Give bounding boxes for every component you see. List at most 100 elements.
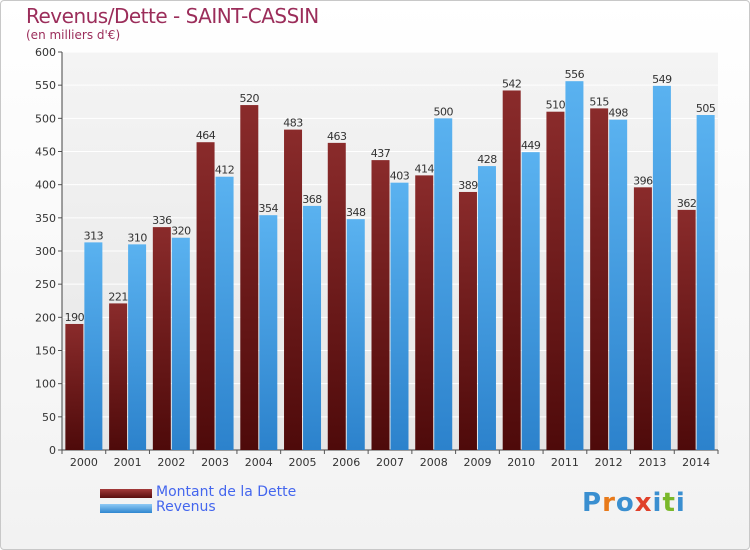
bar-revenus [521, 152, 540, 450]
bar-revenus [128, 244, 147, 450]
bar-dette [284, 129, 303, 451]
x-tick-label: 2013 [638, 456, 666, 469]
bar-dette [546, 111, 565, 450]
y-tick-label: 550 [35, 79, 56, 92]
bar-revenus [434, 118, 453, 450]
bar-dette [415, 175, 434, 450]
bar-dette [458, 191, 477, 451]
bar-dette [590, 108, 609, 450]
bar-dette [371, 160, 390, 450]
data-label-revenus: 556 [565, 68, 585, 81]
legend-swatch-dette [100, 489, 152, 498]
data-label-revenus: 310 [127, 231, 147, 244]
data-label-dette: 190 [65, 311, 85, 324]
data-label-revenus: 449 [521, 139, 541, 152]
bar-revenus [609, 119, 628, 450]
data-label-dette: 414 [414, 162, 434, 175]
x-tick-label: 2014 [682, 456, 710, 469]
bar-dette [196, 142, 215, 451]
data-label-dette: 515 [589, 95, 609, 108]
legend-label-revenus: Revenus [156, 499, 216, 515]
y-tick-label: 250 [35, 278, 56, 291]
data-label-revenus: 354 [259, 202, 279, 215]
data-label-dette: 221 [108, 290, 128, 303]
x-tick-label: 2011 [551, 456, 579, 469]
logo-letter: i [675, 488, 686, 518]
data-label-revenus: 505 [696, 102, 716, 115]
data-label-dette: 463 [327, 130, 347, 143]
bar-revenus [652, 85, 671, 450]
data-label-dette: 542 [502, 77, 522, 90]
data-label-revenus: 412 [215, 164, 235, 177]
y-tick-label: 150 [35, 345, 56, 358]
chart-subtitle: (en milliers d'€) [26, 28, 121, 42]
data-label-dette: 437 [371, 147, 391, 160]
x-tick-label: 2010 [507, 456, 535, 469]
data-label-revenus: 498 [608, 107, 628, 120]
y-tick-label: 300 [35, 245, 56, 258]
y-tick-label: 450 [35, 146, 56, 159]
data-label-dette: 396 [633, 174, 653, 187]
data-label-dette: 510 [546, 99, 566, 112]
x-tick-label: 2007 [376, 456, 404, 469]
bar-revenus [171, 237, 190, 450]
y-tick-label: 100 [35, 378, 56, 391]
y-tick-label: 400 [35, 179, 56, 192]
bar-revenus [215, 176, 234, 450]
x-tick-label: 2008 [420, 456, 448, 469]
y-tick-label: 50 [42, 411, 56, 424]
bar-revenus [346, 219, 365, 450]
y-tick-label: 600 [35, 46, 56, 59]
x-tick-label: 2005 [289, 456, 317, 469]
y-tick-label: 350 [35, 212, 56, 225]
data-label-revenus: 549 [652, 73, 672, 86]
bar-dette [502, 90, 521, 451]
y-tick-label: 0 [49, 444, 56, 457]
bar-dette [677, 209, 696, 450]
data-label-dette: 520 [240, 92, 260, 105]
data-label-revenus: 403 [390, 170, 410, 183]
bar-dette [240, 105, 259, 451]
x-tick-label: 2006 [332, 456, 360, 469]
data-label-revenus: 368 [302, 193, 322, 206]
logo-letter: t [662, 488, 676, 518]
data-label-revenus: 320 [171, 225, 191, 238]
data-label-revenus: 348 [346, 206, 366, 219]
data-label-dette: 464 [196, 129, 216, 142]
data-label-dette: 483 [283, 117, 303, 130]
bar-revenus [696, 115, 715, 451]
x-tick-label: 2002 [157, 456, 185, 469]
data-label-revenus: 500 [433, 105, 453, 118]
proxiti-logo: Proxiti [582, 488, 686, 518]
bar-revenus [303, 205, 322, 450]
bar-revenus [477, 166, 496, 451]
legend-label-dette: Montant de la Dette [156, 484, 297, 500]
data-label-dette: 362 [677, 197, 697, 210]
bar-revenus [565, 81, 584, 450]
bar-revenus [390, 182, 409, 450]
y-tick-label: 200 [35, 311, 56, 324]
y-tick-label: 500 [35, 112, 56, 125]
x-tick-label: 2001 [114, 456, 142, 469]
logo-letter: o [615, 488, 635, 518]
chart-title: Revenus/Dette - SAINT-CASSIN [26, 4, 319, 28]
bar-revenus [84, 242, 103, 450]
data-label-dette: 389 [458, 179, 478, 192]
data-label-revenus: 428 [477, 153, 497, 166]
logo-letter: r [602, 488, 616, 518]
x-tick-label: 2004 [245, 456, 273, 469]
x-tick-label: 2003 [201, 456, 229, 469]
x-tick-label: 2009 [463, 456, 491, 469]
x-tick-label: 2000 [70, 456, 98, 469]
data-label-revenus: 313 [84, 229, 104, 242]
data-label-dette: 336 [152, 214, 172, 227]
bar-dette [327, 142, 346, 451]
logo-letter: i [652, 488, 663, 518]
x-tick-label: 2012 [595, 456, 623, 469]
legend-swatch-revenus [100, 504, 152, 513]
bar-dette [633, 187, 652, 450]
logo-letter: P [582, 488, 603, 518]
bar-revenus [259, 215, 278, 450]
bar-dette [65, 323, 84, 450]
